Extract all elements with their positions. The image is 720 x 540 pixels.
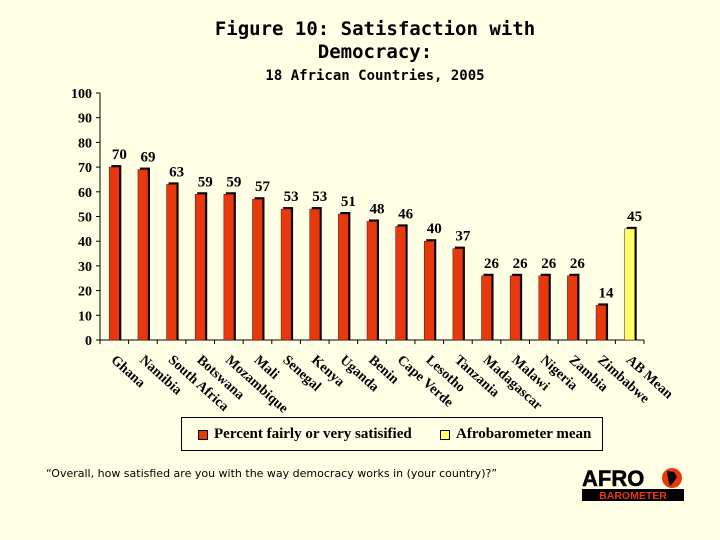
data-label: 37 xyxy=(455,229,471,245)
chart-title-line2: Democracy: xyxy=(317,41,433,63)
bar xyxy=(538,275,550,341)
data-label: 69 xyxy=(140,150,155,166)
chart-title-line1: Figure 10: Satisfaction with xyxy=(214,18,536,40)
legend-swatch-mean xyxy=(440,429,450,440)
logo-banner xyxy=(582,489,684,501)
bar xyxy=(452,248,464,341)
y-tick-label: 40 xyxy=(78,235,92,250)
bar xyxy=(252,198,263,341)
data-label: 51 xyxy=(341,194,356,210)
chart-subtitle: 18 African Countries, 2005 xyxy=(265,68,485,84)
y-tick-label: 60 xyxy=(78,186,92,201)
bar xyxy=(595,305,607,341)
bar xyxy=(481,275,492,341)
data-label: 59 xyxy=(198,174,213,190)
legend-item-mean: Afrobarometer mean xyxy=(440,426,591,443)
data-label: 46 xyxy=(398,206,414,222)
data-label: 53 xyxy=(312,189,327,205)
bar xyxy=(509,275,521,341)
bar xyxy=(338,213,349,341)
data-label: 57 xyxy=(255,179,271,195)
data-label: 63 xyxy=(169,164,184,180)
bar xyxy=(366,221,378,341)
y-tick-label: 90 xyxy=(78,112,92,127)
data-label: 45 xyxy=(627,209,642,225)
y-tick-label: 50 xyxy=(78,211,92,226)
y-tick-label: 30 xyxy=(78,260,92,275)
logo-text-top: AFRO xyxy=(582,466,644,491)
bar xyxy=(137,169,149,341)
chart-title: Figure 10: Satisfaction with Democracy: xyxy=(0,18,720,64)
y-tick-label: 10 xyxy=(78,309,92,324)
bar xyxy=(395,226,406,341)
bar xyxy=(309,208,320,341)
bar xyxy=(109,166,120,341)
survey-question: “Overall, how satisfied are you with the… xyxy=(46,467,498,480)
legend-label-percent: Percent fairly or very satisified xyxy=(214,426,412,442)
bar xyxy=(624,228,635,341)
bar xyxy=(166,184,177,341)
y-tick-label: 0 xyxy=(85,334,92,349)
bar xyxy=(424,240,435,341)
data-label: 26 xyxy=(484,256,500,272)
data-label: 59 xyxy=(226,174,241,190)
bar xyxy=(567,275,578,341)
y-tick-label: 70 xyxy=(78,161,92,176)
bar xyxy=(194,194,206,341)
legend-label-mean: Afrobarometer mean xyxy=(456,426,592,442)
data-label: 48 xyxy=(370,201,385,217)
legend: Percent fairly or very satisified Afroba… xyxy=(181,417,603,451)
y-tick-label: 100 xyxy=(71,87,92,102)
bar xyxy=(223,194,235,341)
y-tick-label: 80 xyxy=(78,136,92,151)
y-tick-label: 20 xyxy=(78,285,92,300)
data-label: 14 xyxy=(599,285,615,301)
data-label: 40 xyxy=(427,221,442,237)
data-label: 26 xyxy=(513,256,529,272)
data-label: 26 xyxy=(570,256,586,272)
legend-item-percent: Percent fairly or very satisified xyxy=(198,426,412,443)
data-label: 26 xyxy=(541,256,557,272)
afrobarometer-logo: AFRO BAROMETER xyxy=(582,466,684,502)
bar xyxy=(280,208,292,341)
logo-africa-shape xyxy=(667,471,677,486)
legend-swatch-percent xyxy=(198,429,208,440)
data-label: 70 xyxy=(112,147,127,163)
logo-text-bottom: BAROMETER xyxy=(599,490,667,502)
data-label: 53 xyxy=(284,189,299,205)
